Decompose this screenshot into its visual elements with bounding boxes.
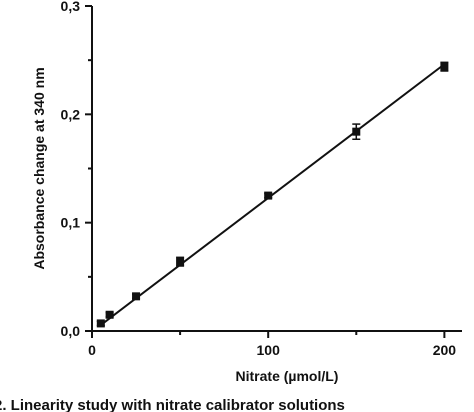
point-marker [352, 127, 361, 136]
data-point [440, 61, 449, 72]
data-point [96, 319, 105, 328]
axes: 0,0 0,1 0,2 0,3 0 100 200 [61, 0, 462, 358]
y-axis-title: Absorbance change at 340 nm [31, 67, 47, 269]
data-point [132, 292, 141, 301]
point-marker [440, 62, 449, 71]
x-tick-label: 200 [433, 342, 457, 358]
point-marker [176, 257, 185, 266]
y-tick-label: 0,2 [61, 106, 81, 122]
data-point [264, 191, 273, 200]
point-marker [96, 319, 105, 328]
y-tick-label: 0,0 [61, 323, 81, 339]
fit-line [100, 62, 447, 326]
point-marker [105, 310, 114, 319]
data-point [176, 256, 185, 267]
x-tick-label: 0 [88, 342, 96, 358]
y-tick-label: 0,3 [61, 0, 81, 14]
data-point [105, 310, 114, 319]
y-tick-label: 0,1 [61, 215, 81, 231]
x-tick-label: 100 [257, 342, 281, 358]
point-marker [264, 191, 273, 200]
point-marker [132, 292, 141, 301]
data-points [96, 61, 449, 328]
data-point [352, 123, 361, 140]
fit-line-group [100, 62, 447, 326]
figure-caption: 2. Linearity study with nitrate calibrat… [0, 397, 345, 412]
x-axis-title: Nitrate (µmol/L) [236, 368, 339, 384]
